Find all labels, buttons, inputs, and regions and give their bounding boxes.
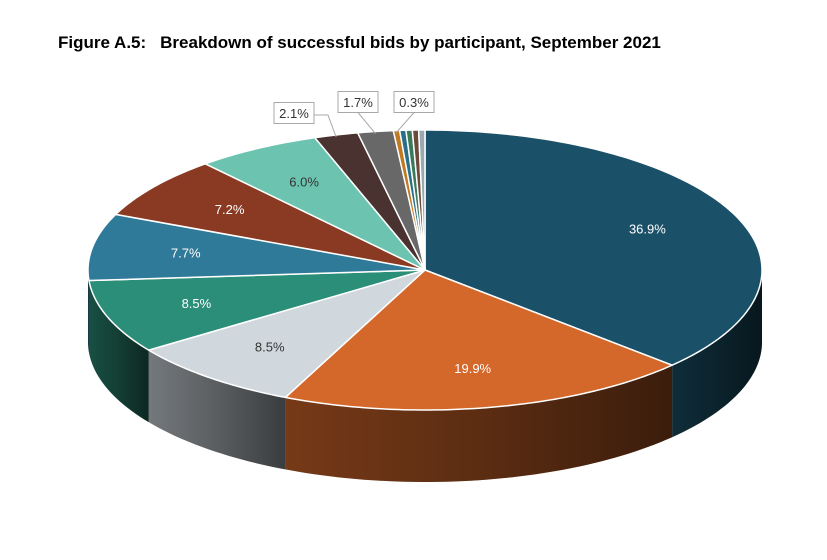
pie-slice-1 (284, 269, 673, 411)
pie-slice-5 (114, 163, 426, 271)
figure-number: Figure A.5: (58, 33, 147, 52)
pie-side-shade-1 (285, 365, 673, 482)
callout-box-9 (393, 91, 435, 113)
pie-side-shade-4 (88, 270, 89, 353)
data-label-0: 36.9% (629, 222, 666, 237)
leader-line-9 (396, 112, 415, 133)
data-label-8: 1.7% (343, 95, 373, 110)
figure-title: Figure A.5: Breakdown of successful bids … (58, 33, 661, 53)
pie-slices (87, 129, 763, 411)
data-label-5: 7.2% (215, 202, 245, 217)
pie-slice-2 (147, 269, 426, 399)
data-label-6: 6.0% (289, 175, 319, 190)
pie-slice-0 (424, 129, 763, 366)
pie-slice-4 (87, 213, 426, 282)
callout-box-8 (337, 91, 379, 113)
pie-slice-13 (417, 129, 426, 271)
pie-slice-3 (88, 269, 426, 351)
callout-box-7 (273, 102, 315, 124)
leader-line-8 (357, 112, 376, 134)
pie-slice-8 (356, 129, 426, 271)
leader-line-7 (314, 114, 337, 138)
pie-side-shade-2 (148, 350, 286, 470)
data-label-4: 7.7% (171, 245, 201, 260)
data-label-2: 8.5% (255, 340, 285, 355)
pie-sides (88, 270, 762, 482)
data-label-3: 8.5% (182, 296, 212, 311)
pie-labels: 36.9% 19.9% 8.5% 8.5% 7.7% 7.2% 6.0% 2.1% 1.7% 0.… (171, 91, 666, 376)
pie-side-shade-0 (672, 270, 762, 438)
figure-title-text: Breakdown of successful bids by particip… (160, 33, 661, 52)
pie-slice-6 (204, 136, 426, 271)
data-label-9: 0.3% (399, 95, 429, 110)
pie-slice-7 (314, 132, 426, 271)
data-label-1: 19.9% (454, 361, 491, 376)
data-label-7: 2.1% (279, 106, 309, 121)
pie-side-shade-3 (88, 280, 149, 423)
